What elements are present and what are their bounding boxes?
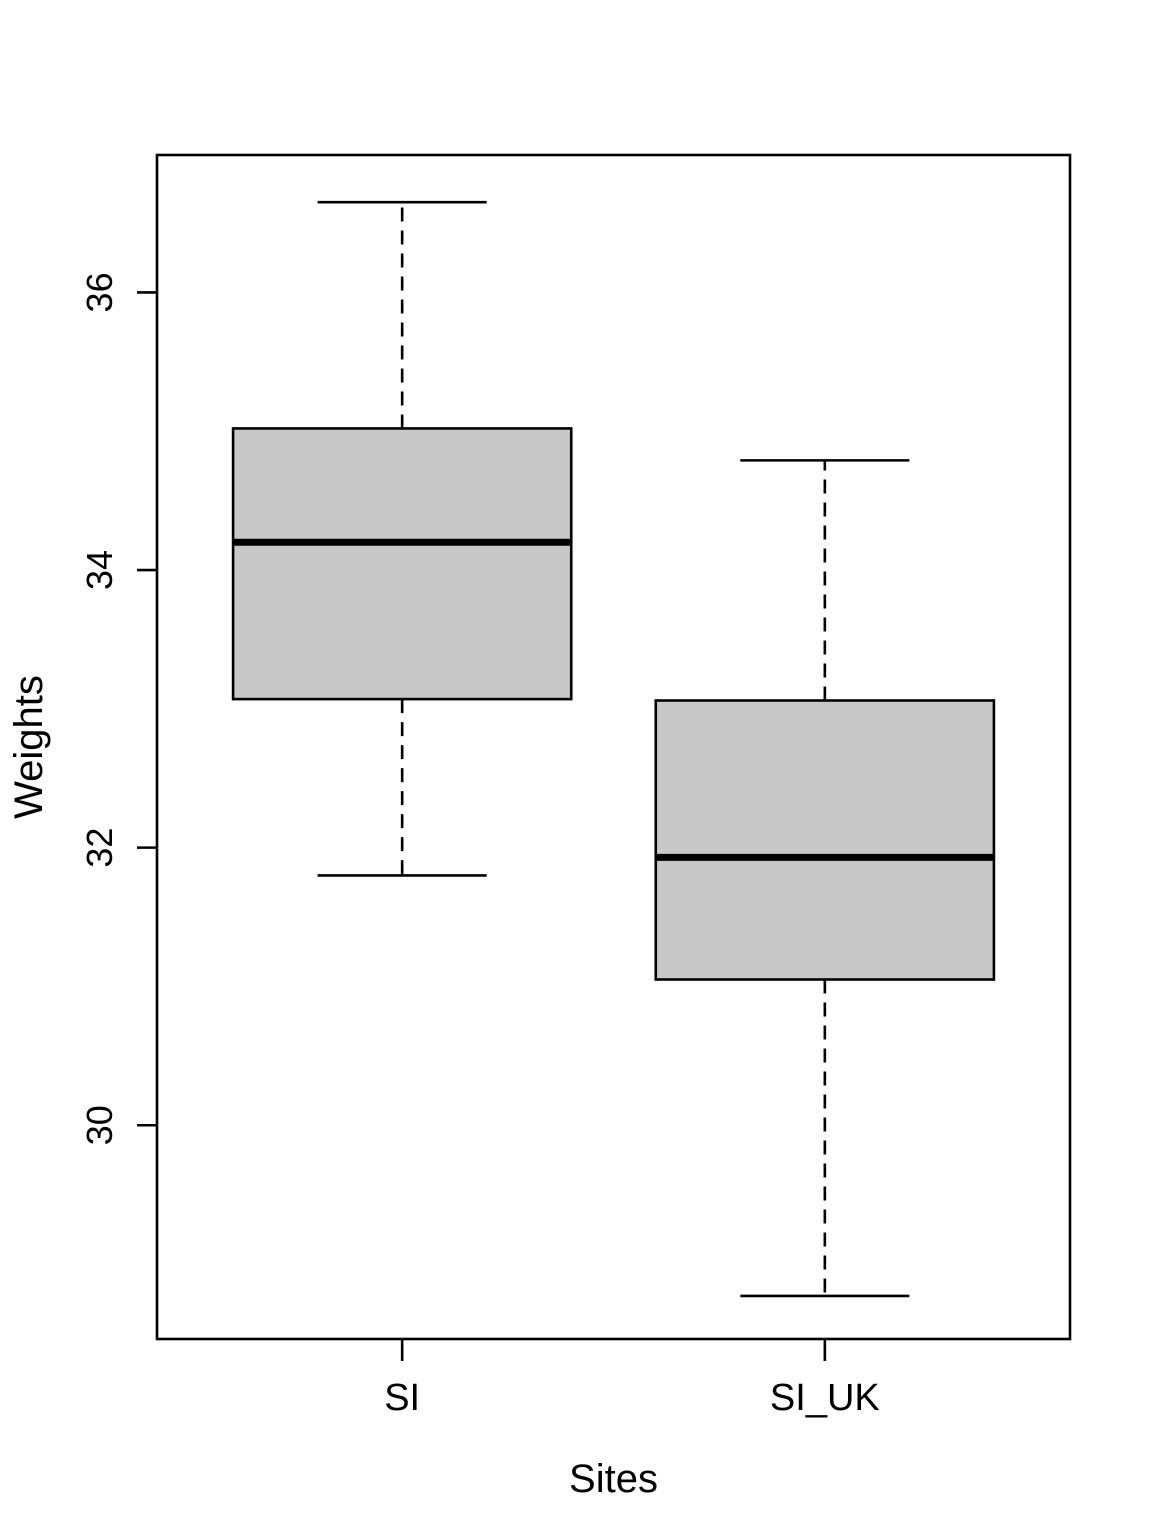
y-tick-label: 34 (79, 550, 120, 590)
plot-frame (155, 153, 1072, 1341)
y-axis-title: Weights (7, 675, 51, 819)
box-iqr (654, 699, 996, 981)
y-tick-label: 32 (79, 828, 120, 868)
box-iqr (231, 427, 573, 701)
x-tick-label: SI (384, 1377, 420, 1419)
y-tick-label: 36 (79, 272, 120, 312)
x-tick-label: SI_UK (770, 1377, 880, 1419)
y-tick-label: 30 (79, 1105, 120, 1145)
x-axis-title: Sites (569, 1457, 658, 1501)
